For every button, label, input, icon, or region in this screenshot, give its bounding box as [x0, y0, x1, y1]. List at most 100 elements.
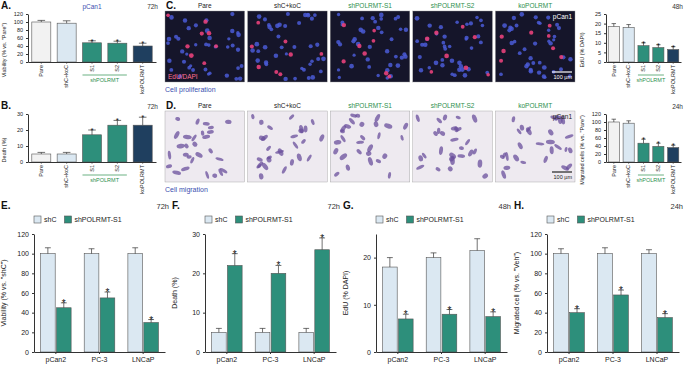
cell-decoration: [176, 143, 185, 149]
cell-decoration: [425, 37, 429, 41]
bar: [255, 332, 270, 352]
error-bar-cap: [216, 328, 222, 329]
image-background: [248, 111, 328, 182]
y-tick: 80: [595, 127, 606, 133]
legend-swatch: [34, 216, 41, 223]
x-axis: PareshC+koCS1S2koPOLRMT: [29, 162, 157, 194]
figure: *** 020406080100120 PareshC+koCS1S2koPOLRM…: [0, 0, 685, 372]
y-tick-label: 10: [595, 40, 601, 46]
error-bar: [558, 249, 564, 254]
panel: ***020406080100120pCan2PC-3LNCaPViabilit…: [0, 200, 169, 364]
x-tick: Pare: [38, 162, 44, 177]
cell-decoration: [509, 27, 513, 31]
cell-decoration: [257, 14, 262, 19]
cell-decoration: [167, 58, 171, 62]
bar: [638, 143, 649, 162]
cell-decoration: [283, 24, 287, 28]
cell-decoration: [297, 21, 301, 25]
cell-decoration: [334, 140, 342, 146]
cell-decoration: [203, 122, 210, 126]
cell-decoration: [383, 122, 393, 129]
x-tick-mark: [628, 162, 629, 164]
star-labels: ***: [90, 37, 144, 48]
image-panel-label: Pare: [198, 102, 212, 109]
y-tick-label: 20: [595, 21, 601, 27]
image-panel-label: shPOLRMT-S2: [431, 102, 475, 109]
cell-decoration: [419, 68, 423, 72]
image-background: [330, 111, 410, 182]
cell-decoration: [189, 156, 195, 164]
cell-decoration: [442, 34, 446, 38]
scale-bar: [552, 171, 572, 172]
bar: [57, 23, 76, 62]
y-tick-label: 25: [595, 11, 601, 17]
bar: [227, 265, 242, 352]
x-tick-label: LNCaP: [132, 356, 155, 363]
bar: [598, 254, 613, 352]
x-axis: pCan2PC-3LNCaP: [377, 352, 508, 364]
bar: [108, 125, 127, 162]
y-tick: 30: [17, 111, 28, 117]
y-tick: 0: [367, 349, 376, 356]
cell-decoration: [230, 12, 234, 16]
y-tick-label: 80: [21, 270, 29, 277]
x-tick-label: PC-3: [92, 356, 108, 363]
cell-decoration: [204, 68, 208, 72]
cell-decoration: [534, 15, 538, 19]
y-tick-label: 120: [530, 231, 542, 238]
cell-decoration: [529, 31, 533, 35]
error-bar: [260, 328, 266, 332]
x-tick-label: S2: [114, 65, 120, 72]
y-axis-line: [28, 115, 29, 163]
x-tick-mark: [643, 162, 644, 164]
cell-decoration: [166, 41, 170, 45]
y-tick-label: 40: [595, 143, 601, 149]
y-tick-label: 0: [25, 349, 29, 356]
legend-label: shPOLRMT-S1: [587, 216, 634, 223]
cell-decoration: [172, 170, 182, 176]
cell-decoration: [499, 72, 503, 76]
cell-decoration: [189, 53, 194, 58]
x-tick-label: S2: [655, 165, 661, 172]
error-bar: [431, 253, 437, 258]
error-bar: [63, 21, 71, 23]
y-tick-label: 120: [14, 11, 23, 17]
cell-decoration: [332, 147, 339, 155]
y-tick-label: 30: [192, 231, 200, 238]
y-axis: 020406080100120: [530, 231, 547, 356]
y-tick-mark: [604, 122, 606, 123]
error-bar-stem: [262, 328, 263, 332]
error-bar-stem: [218, 328, 219, 332]
error-bar: [38, 152, 46, 154]
cell-decoration: [372, 29, 376, 33]
cell-decoration: [472, 148, 478, 155]
cell-decoration: [180, 49, 184, 53]
x-tick-label: S1: [89, 165, 95, 172]
legend-item: shPOLRMT-S1: [406, 216, 463, 223]
x-tick-mark: [613, 162, 614, 164]
cell-decoration: [256, 49, 260, 53]
star-labels: ***: [642, 135, 675, 150]
cell-decoration: [367, 157, 374, 167]
x-tick-mark: [226, 352, 227, 354]
y-axis: 01020: [363, 235, 376, 356]
cell-decoration: [388, 63, 392, 67]
cell-decoration: [174, 35, 178, 39]
panel: ***01020pCan2PC-3LNCaPEdU (% DAPI)shCshP…: [342, 200, 511, 364]
cell-decoration: [208, 147, 214, 154]
x-tick: S1: [640, 62, 646, 72]
y-tick: 10: [595, 40, 606, 46]
cell-decoration: [278, 72, 282, 76]
cell-decoration: [476, 34, 480, 38]
x-tick: koPOLRMT: [139, 62, 145, 94]
panel: ***0102030PareshC+koCS1S2koPOLRMTshPOLRM…: [1, 100, 158, 194]
x-axis-line: [29, 62, 157, 63]
y-tick-mark: [26, 114, 28, 115]
legend-label: shC: [386, 216, 398, 223]
image-panel-label: shPOLRMT-S1: [348, 2, 392, 9]
y-tick-mark: [604, 33, 606, 34]
error-bar-stem: [91, 249, 92, 254]
significance-star: *: [448, 305, 452, 316]
group-bracket: [82, 75, 126, 76]
significance-star: *: [320, 233, 324, 244]
